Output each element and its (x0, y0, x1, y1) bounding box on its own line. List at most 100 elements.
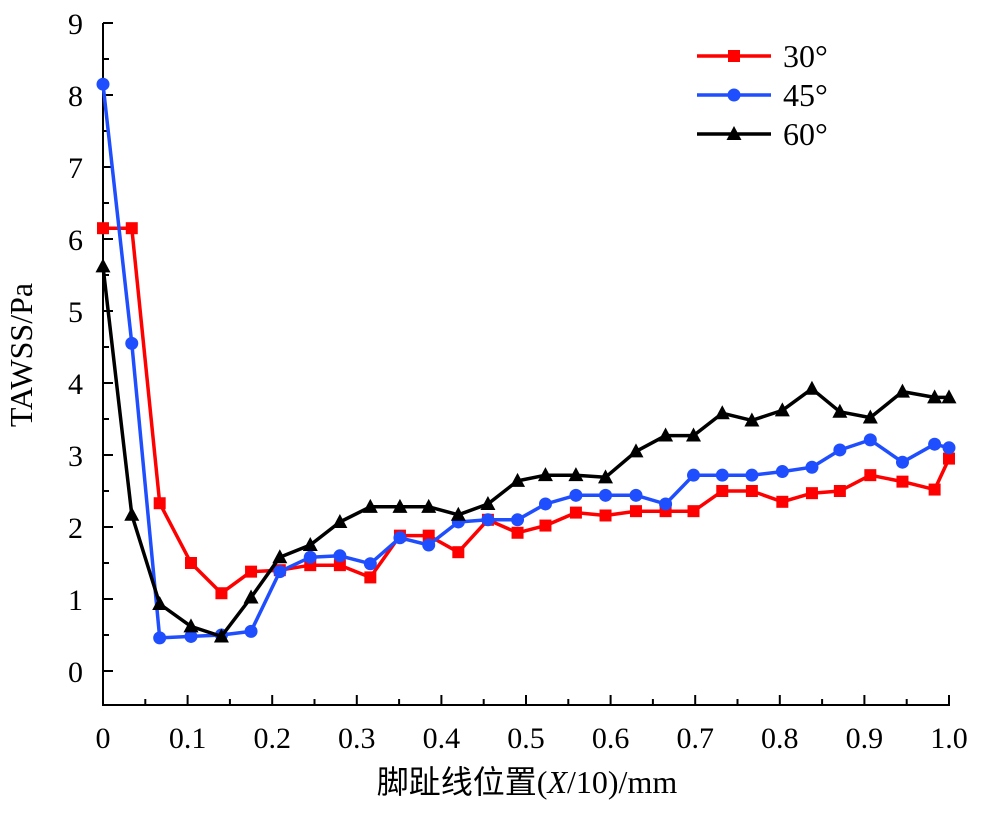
data-point (363, 557, 377, 571)
axes: 0 1 2 3 4 5 6 7 8 9 0 0.1 0.2 0.3 0.4 0.5 0.6 0.7 0.8 0.9 1.… (68, 8, 968, 755)
data-point (687, 468, 701, 482)
data-point (776, 495, 789, 508)
data-point (714, 405, 730, 420)
data-point (805, 460, 819, 474)
data-point (332, 513, 348, 528)
legend-item: 45° (697, 77, 828, 113)
series-2 (95, 258, 957, 643)
data-point (244, 624, 258, 638)
data-point (362, 498, 378, 513)
x-tick-label: 1.0 (930, 722, 968, 755)
data-point (629, 488, 643, 502)
x-tick-label: 0.9 (846, 722, 884, 755)
data-point (124, 506, 140, 521)
legend-label: 45° (783, 77, 828, 113)
data-point (511, 513, 525, 527)
data-point (716, 485, 729, 497)
data-point (539, 519, 552, 532)
data-point (928, 483, 941, 496)
data-point (422, 538, 436, 552)
data-point (303, 550, 317, 564)
data-point (481, 513, 495, 527)
data-point (125, 336, 139, 350)
data-point (273, 565, 287, 579)
data-point (745, 485, 758, 497)
data-point (862, 409, 878, 424)
data-point (95, 258, 111, 273)
legend-label: 30° (783, 38, 828, 74)
x-tick-label: 0.3 (338, 722, 376, 755)
y-axis-title: TAWSS/Pa (3, 283, 39, 427)
data-point (943, 452, 955, 465)
y-tick-label: 2 (68, 512, 83, 545)
series-1 (96, 77, 956, 645)
data-point (598, 469, 614, 484)
data-point (125, 222, 138, 235)
x-tick-label: 0.7 (676, 722, 714, 755)
data-point (745, 468, 759, 482)
x-tick-label: 0 (96, 722, 111, 755)
data-point (863, 433, 877, 447)
data-point (568, 467, 584, 482)
data-point (804, 380, 820, 395)
data-point (153, 497, 166, 510)
y-tick-label: 3 (68, 440, 83, 473)
data-point (895, 455, 909, 469)
data-point (896, 475, 909, 488)
y-tick-label: 4 (68, 368, 83, 401)
x-tick-label: 0.2 (253, 722, 291, 755)
legend-item: 60° (697, 116, 828, 152)
data-point (927, 389, 943, 404)
data-point (302, 537, 318, 551)
data-point (480, 495, 496, 510)
data-point (333, 549, 347, 563)
series-0 (97, 222, 955, 600)
y-tick-label: 5 (68, 296, 83, 329)
data-point (744, 412, 760, 427)
data-point (510, 472, 526, 487)
x-tick-label: 0.8 (761, 722, 799, 755)
data-point (152, 596, 168, 611)
data-point (658, 427, 674, 442)
data-point (864, 469, 877, 482)
data-point (833, 485, 846, 497)
legend-item: 30° (697, 38, 828, 74)
data-point (421, 498, 437, 513)
x-axis-title-variable: X (545, 764, 568, 800)
series-layer (95, 77, 957, 645)
data-point (333, 559, 346, 572)
legend-marker (728, 50, 740, 62)
data-point (183, 618, 199, 633)
legend: 30°45°60° (697, 38, 828, 152)
data-point (364, 571, 377, 584)
data-point (686, 427, 702, 442)
data-point (928, 437, 942, 451)
series-line (101, 84, 950, 640)
x-axis-title-prefix: 脚趾线位置( (377, 764, 548, 800)
data-point (450, 506, 466, 521)
y-tick-label: 6 (68, 224, 83, 257)
data-point (215, 587, 228, 600)
data-point (659, 497, 673, 511)
legend-label: 60° (783, 116, 828, 152)
data-point (774, 402, 790, 417)
legend-marker (726, 126, 742, 140)
x-tick-label: 0.4 (423, 722, 461, 755)
data-point (184, 629, 198, 643)
data-point (153, 631, 167, 645)
data-point (272, 549, 288, 564)
data-point (392, 498, 408, 513)
x-axis-title-suffix: /10)/mm (567, 764, 677, 800)
data-point (245, 565, 258, 578)
x-tick-label: 0.6 (592, 722, 630, 755)
data-point (715, 468, 729, 482)
data-point (511, 526, 524, 539)
data-point (184, 557, 197, 569)
data-point (628, 443, 644, 458)
legend-marker (727, 88, 741, 102)
data-point (941, 389, 957, 404)
y-tick-label: 9 (68, 8, 83, 41)
data-point (393, 531, 407, 545)
x-tick-label: 0.5 (507, 722, 545, 755)
